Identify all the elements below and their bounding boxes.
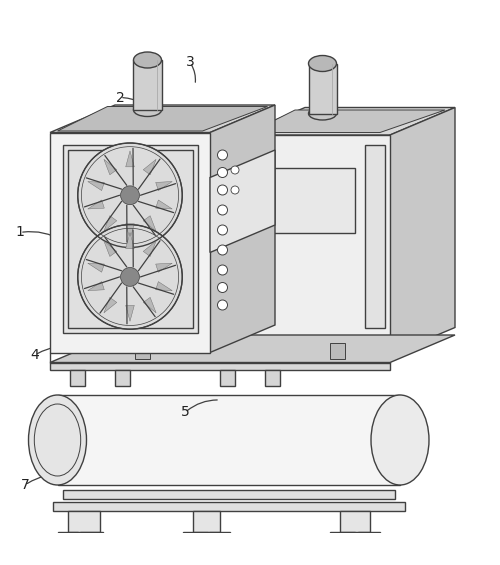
Polygon shape xyxy=(50,133,210,353)
Polygon shape xyxy=(156,263,172,272)
Polygon shape xyxy=(88,281,104,290)
Polygon shape xyxy=(220,370,235,386)
Polygon shape xyxy=(143,159,156,175)
Polygon shape xyxy=(143,297,156,313)
Circle shape xyxy=(218,205,228,215)
Text: 7: 7 xyxy=(20,478,30,492)
Polygon shape xyxy=(250,110,445,133)
Text: 2: 2 xyxy=(116,90,124,105)
Ellipse shape xyxy=(308,107,336,120)
Circle shape xyxy=(218,167,228,177)
Polygon shape xyxy=(62,145,198,332)
Polygon shape xyxy=(70,370,85,386)
Polygon shape xyxy=(50,363,390,370)
Polygon shape xyxy=(358,532,380,541)
Ellipse shape xyxy=(28,395,86,485)
Polygon shape xyxy=(58,532,78,541)
Polygon shape xyxy=(240,107,455,135)
Text: 3: 3 xyxy=(186,55,194,69)
Polygon shape xyxy=(365,145,385,328)
Polygon shape xyxy=(104,297,117,313)
Circle shape xyxy=(78,143,182,247)
Circle shape xyxy=(231,186,239,194)
Polygon shape xyxy=(80,532,102,541)
Polygon shape xyxy=(330,532,355,541)
Polygon shape xyxy=(143,216,156,231)
Circle shape xyxy=(218,245,228,255)
Polygon shape xyxy=(126,151,134,167)
Circle shape xyxy=(245,202,257,214)
Circle shape xyxy=(218,265,228,275)
Polygon shape xyxy=(135,342,150,359)
Circle shape xyxy=(218,150,228,160)
Polygon shape xyxy=(104,241,117,257)
Text: 6: 6 xyxy=(40,438,50,452)
Polygon shape xyxy=(104,216,117,231)
Ellipse shape xyxy=(308,55,336,72)
Polygon shape xyxy=(260,167,355,233)
Circle shape xyxy=(218,300,228,310)
Circle shape xyxy=(120,186,140,205)
Polygon shape xyxy=(210,150,275,253)
Circle shape xyxy=(218,185,228,195)
Polygon shape xyxy=(330,342,345,359)
Circle shape xyxy=(231,166,239,174)
Polygon shape xyxy=(88,263,104,272)
Polygon shape xyxy=(50,105,275,133)
Polygon shape xyxy=(265,370,280,386)
Polygon shape xyxy=(192,511,220,532)
Polygon shape xyxy=(88,181,104,190)
Circle shape xyxy=(245,181,257,193)
Polygon shape xyxy=(340,511,370,532)
Polygon shape xyxy=(104,159,117,175)
Polygon shape xyxy=(156,281,172,290)
Text: 4: 4 xyxy=(30,348,40,362)
Polygon shape xyxy=(126,233,134,249)
Polygon shape xyxy=(58,106,268,131)
Polygon shape xyxy=(182,532,208,541)
Polygon shape xyxy=(126,224,134,240)
Circle shape xyxy=(218,225,228,235)
Polygon shape xyxy=(62,490,395,499)
Polygon shape xyxy=(58,395,400,485)
Ellipse shape xyxy=(371,395,429,485)
Polygon shape xyxy=(88,200,104,209)
Ellipse shape xyxy=(134,103,162,116)
Polygon shape xyxy=(126,305,134,321)
Polygon shape xyxy=(50,335,455,363)
Polygon shape xyxy=(210,105,275,353)
Polygon shape xyxy=(68,150,192,328)
Polygon shape xyxy=(143,241,156,257)
Polygon shape xyxy=(156,200,172,209)
Polygon shape xyxy=(308,63,336,114)
Circle shape xyxy=(120,267,140,286)
Polygon shape xyxy=(134,60,162,110)
Polygon shape xyxy=(115,370,130,386)
Text: 1: 1 xyxy=(16,225,24,240)
Circle shape xyxy=(78,225,182,329)
Circle shape xyxy=(218,282,228,293)
Polygon shape xyxy=(390,107,455,355)
Polygon shape xyxy=(209,532,230,541)
Text: 5: 5 xyxy=(180,406,190,419)
Polygon shape xyxy=(52,502,405,511)
Ellipse shape xyxy=(134,52,162,68)
Polygon shape xyxy=(156,181,172,190)
Polygon shape xyxy=(240,135,390,355)
Polygon shape xyxy=(68,511,100,532)
